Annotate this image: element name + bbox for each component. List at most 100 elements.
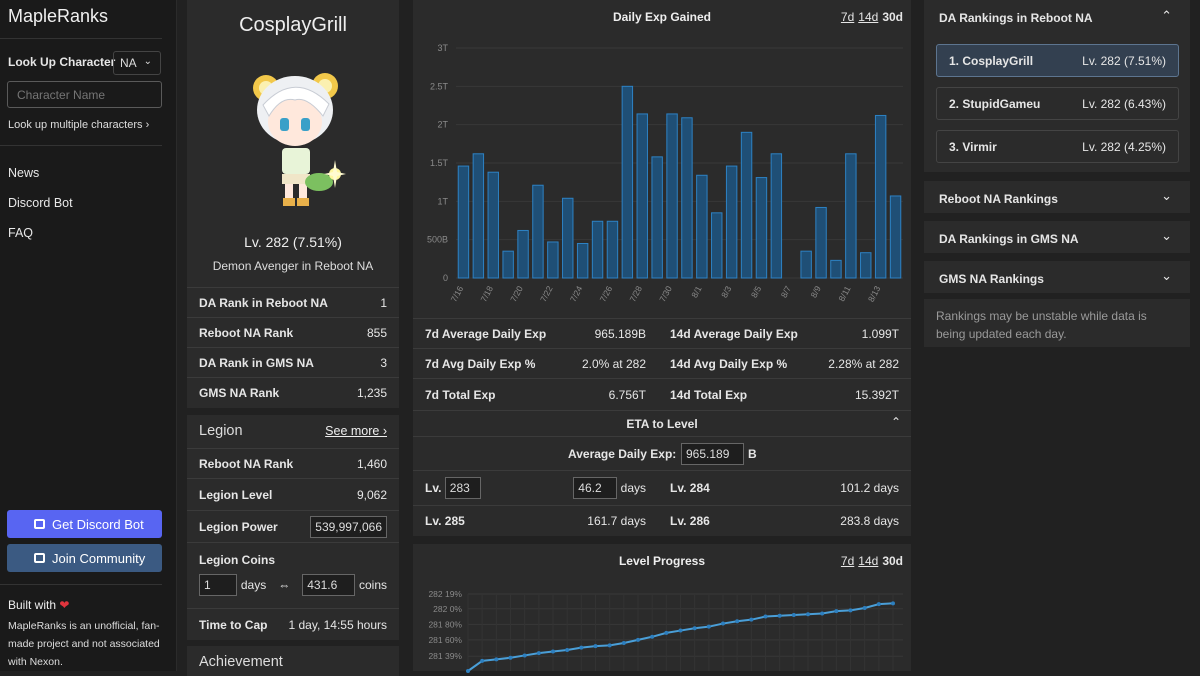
chevron-up-icon[interactable]: ⌃: [1161, 8, 1172, 23]
ranking-item[interactable]: 3. Virmir Lv. 282 (4.25%): [936, 130, 1179, 163]
lookup-multiple-link[interactable]: Look up multiple characters ›: [8, 119, 150, 131]
x-tick-label: 7/26: [598, 284, 615, 304]
join-community-button[interactable]: Join Community: [7, 544, 162, 572]
legion-power-input[interactable]: 539,997,066: [310, 515, 387, 538]
ranking-item[interactable]: 1. CosplayGrill Lv. 282 (7.51%): [936, 44, 1179, 77]
bar: [755, 177, 768, 279]
character-level: Lv. 282 (7.51%): [244, 234, 342, 250]
bar: [576, 243, 589, 279]
eta-level: Lv. 285: [425, 514, 465, 528]
avg-exp-label: Average Daily Exp:: [568, 447, 677, 461]
stat-value: 15.392T: [854, 387, 899, 402]
stat-label: 7d Total Exp: [425, 387, 496, 402]
y-tick-label: 2.5T: [430, 81, 449, 91]
bar: [800, 250, 812, 279]
nav-discord-bot[interactable]: Discord Bot: [8, 196, 73, 210]
progress-point: [706, 624, 711, 629]
button-label: Join Community: [52, 550, 146, 566]
stat-row: 14d Average Daily Exp 1.099T: [658, 318, 911, 348]
see-more-link[interactable]: See more ›: [325, 424, 387, 438]
accordion-gms-na-rankings[interactable]: GMS NA Rankings ⌄: [924, 261, 1190, 293]
get-discord-bot-button[interactable]: Get Discord Bot: [7, 510, 162, 538]
y-tick-label: 500B: [427, 235, 448, 245]
accordion-da-gms-na-rankings[interactable]: DA Rankings in GMS NA ⌄: [924, 221, 1190, 253]
bar: [487, 171, 499, 279]
range-14d[interactable]: 14d: [858, 10, 879, 24]
y-tick-label: 0: [443, 273, 448, 283]
stat-row: 7d Average Daily Exp 965.189B: [413, 318, 658, 348]
legion-power-label: Legion Power: [199, 519, 278, 534]
legion-header: Legion See more ›: [187, 415, 399, 448]
stat-value: 1.099T: [861, 326, 899, 341]
days-word: days: [240, 578, 267, 592]
ranking-name: 2. StupidGameu: [949, 96, 1041, 111]
range-30d[interactable]: 30d: [882, 554, 903, 568]
progress-point: [593, 644, 598, 649]
legion-coins-row: Legion Coins 1 days ⇔ 431.6 coins: [187, 542, 399, 608]
progress-point: [876, 602, 881, 607]
stat-label: 14d Total Exp: [670, 387, 748, 402]
region-select[interactable]: NA ⌄: [113, 51, 161, 75]
range-7d[interactable]: 7d: [840, 10, 855, 24]
stat-value: 6.756T: [608, 387, 646, 402]
target-level-input[interactable]: 283: [444, 477, 481, 499]
rankings-note: Rankings may be unstable while data is b…: [924, 299, 1190, 347]
chevron-up-icon[interactable]: ⌃: [890, 415, 901, 429]
legion-rank-row: Reboot NA Rank 1,460: [187, 448, 399, 478]
progress-point: [763, 614, 768, 619]
stat-label: 14d Average Daily Exp: [670, 326, 798, 341]
nav-faq[interactable]: FAQ: [8, 226, 34, 240]
progress-point: [848, 608, 853, 613]
range-7d[interactable]: 7d: [840, 554, 855, 568]
eta-days: 101.2 days: [840, 481, 899, 495]
rank-value: 3: [380, 355, 387, 370]
bar: [457, 165, 470, 279]
ranking-item[interactable]: 2. StupidGameu Lv. 282 (6.43%): [936, 87, 1179, 120]
target-days-input[interactable]: 46.2: [573, 477, 618, 499]
built-with-text: Built with: [8, 598, 57, 612]
bar: [889, 195, 902, 279]
progress-point: [565, 648, 570, 652]
lookup-label: Look Up Character: [8, 55, 116, 69]
bar: [562, 197, 574, 279]
progress-point: [806, 612, 810, 617]
level-progress-chart: 282 19% 282 0% 281 80% 281 60% 281 39%: [428, 589, 903, 673]
coins-value-input[interactable]: 431.6: [302, 574, 355, 596]
daily-exp-chart: 0 500B 1T 1.5T 2T 2.5T 3T 7/16 7/18 7/20 7/22 7/24 7…: [427, 43, 903, 304]
x-tick-label: 8/11: [836, 284, 852, 303]
x-tick-label: 8/1: [689, 284, 704, 299]
eta-level: Lv. 284: [670, 481, 710, 495]
avg-exp-input[interactable]: 965.189: [681, 443, 744, 465]
accordion-reboot-na-rankings[interactable]: Reboot NA Rankings ⌄: [924, 181, 1190, 213]
bar: [711, 212, 723, 279]
divider: [0, 38, 162, 39]
accordion-label: Reboot NA Rankings: [939, 192, 1058, 206]
eta-header[interactable]: ETA to Level ⌃: [413, 410, 911, 436]
profile-card: CosplayGrill Lv. 282 (7.51%) Demon Aveng…: [187, 0, 399, 287]
button-label: Get Discord Bot: [52, 516, 144, 532]
bar: [815, 206, 827, 279]
range-14d[interactable]: 14d: [858, 554, 879, 568]
character-name-input[interactable]: [7, 81, 162, 108]
brand-logo[interactable]: MapleRanks: [8, 6, 109, 26]
chevron-down-icon: ⌄: [1161, 188, 1172, 203]
rank-value: 1,235: [356, 386, 387, 400]
rank-label: Reboot NA Rank: [199, 325, 294, 340]
range-30d[interactable]: 30d: [882, 10, 903, 24]
legion-level-value: 9,062: [356, 487, 387, 502]
time-to-cap-row: Time to Cap 1 day, 14:55 hours: [187, 608, 399, 640]
stat-label: 14d Avg Daily Exp %: [670, 356, 788, 371]
divider: [0, 145, 162, 146]
x-tick-label: 7/28: [627, 284, 644, 304]
y-tick-label: 281 80%: [428, 619, 462, 629]
rankings-panel: DA Rankings in Reboot NA ⌃ 1. CosplayGri…: [924, 0, 1190, 172]
ranking-name: 1. CosplayGrill: [949, 53, 1034, 68]
stat-value: 2.28% at 282: [828, 356, 899, 371]
range-selector: 7d 14d 30d: [837, 554, 903, 568]
nav-news[interactable]: News: [8, 166, 40, 180]
legion-title: Legion: [199, 423, 243, 439]
progress-point: [735, 619, 740, 624]
rank-label: GMS NA Rank: [199, 386, 280, 400]
bar: [845, 153, 857, 279]
coins-days-input[interactable]: 1: [199, 574, 237, 596]
